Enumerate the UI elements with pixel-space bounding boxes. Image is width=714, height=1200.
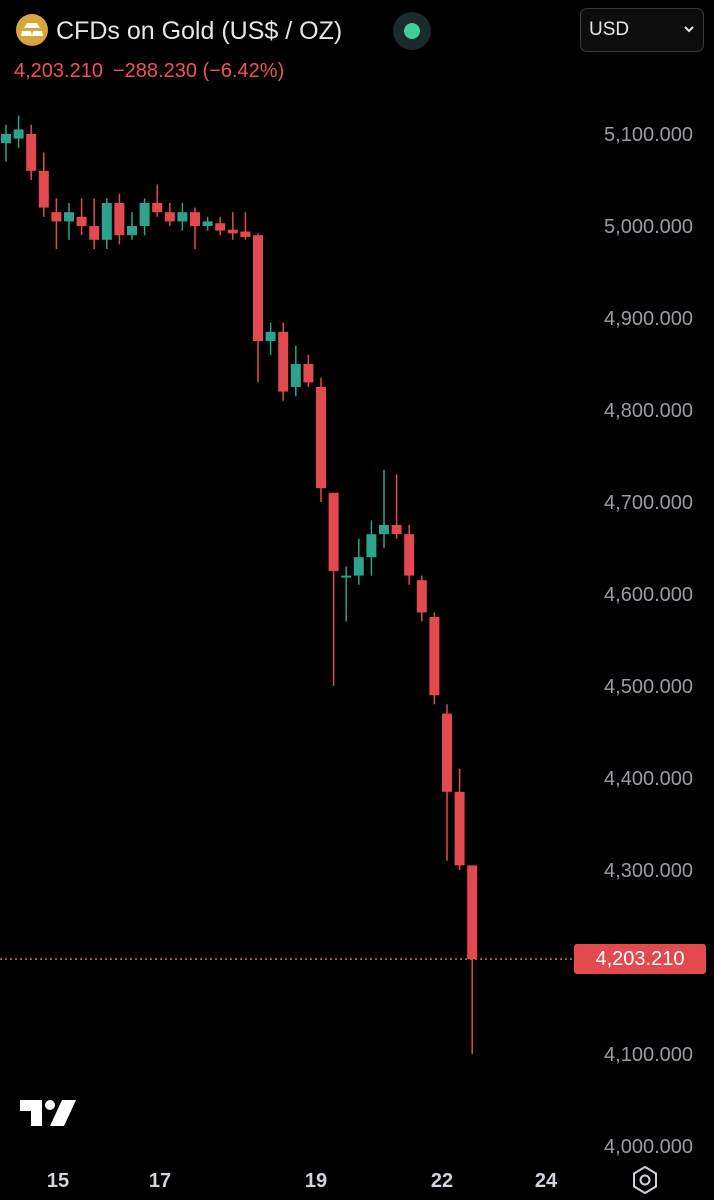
candle-body[interactable] — [202, 221, 213, 226]
candle-body[interactable] — [366, 534, 377, 558]
candle-body[interactable] — [303, 364, 314, 383]
x-tick-label: 17 — [149, 1170, 171, 1192]
candle-body[interactable] — [278, 331, 289, 392]
candle-body[interactable] — [391, 525, 402, 535]
candle-body[interactable] — [13, 129, 24, 139]
candle-body[interactable] — [353, 557, 364, 576]
candle-body[interactable] — [379, 525, 389, 535]
candle-body[interactable] — [89, 226, 100, 240]
gold-bars-icon — [16, 14, 48, 46]
market-status-dot-icon[interactable] — [393, 12, 431, 50]
x-tick-label: 24 — [535, 1170, 558, 1192]
x-tick-label: 22 — [431, 1170, 453, 1192]
y-tick-label: 5,000.000 — [604, 216, 693, 238]
candle-body[interactable] — [253, 235, 263, 341]
candle-body[interactable] — [51, 212, 62, 222]
currency-label: USD — [589, 19, 630, 40]
candle-body[interactable] — [454, 791, 465, 866]
candle-body[interactable] — [227, 229, 238, 234]
symbol-title[interactable]: CFDs on Gold (US$ / OZ) — [56, 17, 343, 45]
y-tick-label: 4,300.000 — [604, 860, 693, 882]
y-tick-label: 4,100.000 — [604, 1044, 693, 1066]
candle-body[interactable] — [152, 203, 163, 213]
y-tick-label: 4,800.000 — [604, 400, 693, 422]
currency-select[interactable]: USD — [580, 8, 704, 52]
candle-body[interactable] — [341, 575, 352, 578]
candle-body[interactable] — [190, 212, 200, 226]
candle-body[interactable] — [429, 617, 440, 696]
candle-body[interactable] — [127, 226, 137, 236]
x-tick-label: 19 — [305, 1170, 327, 1192]
y-tick-label: 4,000.000 — [604, 1136, 693, 1158]
y-tick-label: 4,900.000 — [604, 308, 693, 330]
y-tick-label: 4,500.000 — [604, 676, 693, 698]
candle-body[interactable] — [240, 231, 251, 238]
candle-body[interactable] — [38, 170, 49, 208]
y-tick-label: 4,700.000 — [604, 492, 693, 514]
candle-body[interactable] — [76, 216, 87, 226]
candle-body[interactable] — [290, 364, 301, 387]
candle-body[interactable] — [404, 534, 415, 576]
candle-body[interactable] — [467, 865, 478, 960]
candle-body[interactable] — [26, 134, 37, 171]
hexagon-settings-icon[interactable] — [632, 1165, 658, 1199]
candle-body[interactable] — [328, 492, 339, 571]
candle-body[interactable] — [1, 134, 11, 144]
tradingview-logo-icon[interactable] — [20, 1100, 76, 1133]
candle-body[interactable] — [316, 387, 326, 489]
candle-body[interactable] — [177, 212, 188, 222]
last-price: 4,203.210 — [14, 60, 103, 82]
y-tick-label: 4,400.000 — [604, 768, 693, 790]
candle-body[interactable] — [64, 212, 74, 222]
candle-body[interactable] — [215, 223, 226, 231]
chevron-down-icon — [684, 26, 694, 33]
candle-body[interactable] — [442, 713, 452, 792]
candle-body[interactable] — [139, 203, 150, 226]
candle-body[interactable] — [265, 331, 276, 341]
chart-header: CFDs on Gold (US$ / OZ) 4,203.210 −288.23… — [0, 0, 714, 95]
x-tick-label: 15 — [47, 1170, 69, 1192]
candle-body[interactable] — [101, 203, 112, 240]
y-tick-label: 4,600.000 — [604, 584, 693, 606]
price-change: −288.230 (−6.42%) — [112, 60, 285, 82]
candle-body[interactable] — [164, 212, 175, 222]
candle-body[interactable] — [114, 203, 125, 236]
last-price-tag: 4,203.210 — [574, 944, 706, 975]
y-tick-label: 5,100.000 — [604, 124, 693, 146]
price-summary: 4,203.210 −288.230 (−6.42%) — [14, 60, 284, 83]
candle-body[interactable] — [416, 580, 427, 613]
